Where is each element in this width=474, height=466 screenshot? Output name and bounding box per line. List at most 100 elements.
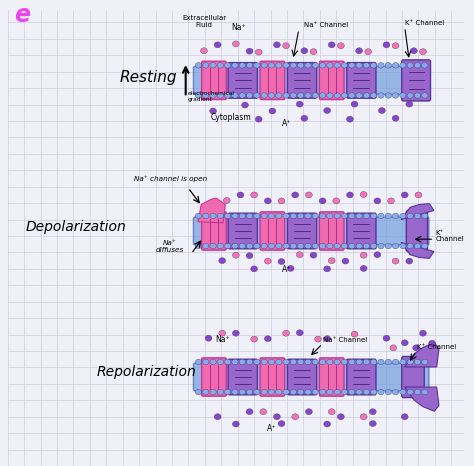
- Polygon shape: [198, 198, 225, 223]
- Ellipse shape: [378, 359, 384, 365]
- Ellipse shape: [413, 345, 419, 351]
- Ellipse shape: [278, 259, 285, 265]
- Ellipse shape: [217, 359, 224, 365]
- Ellipse shape: [363, 359, 370, 365]
- Ellipse shape: [251, 266, 257, 272]
- Ellipse shape: [246, 243, 253, 249]
- Ellipse shape: [415, 192, 422, 198]
- Ellipse shape: [246, 409, 253, 415]
- Ellipse shape: [214, 414, 221, 420]
- Ellipse shape: [385, 243, 392, 249]
- Ellipse shape: [324, 421, 330, 427]
- Text: K⁺ Channel: K⁺ Channel: [418, 344, 457, 350]
- Ellipse shape: [414, 62, 420, 68]
- Ellipse shape: [201, 48, 207, 54]
- Ellipse shape: [319, 62, 326, 68]
- Ellipse shape: [351, 101, 358, 107]
- Ellipse shape: [275, 93, 282, 98]
- Ellipse shape: [296, 101, 303, 107]
- Ellipse shape: [392, 115, 399, 121]
- FancyBboxPatch shape: [260, 212, 285, 250]
- Ellipse shape: [312, 359, 319, 365]
- Ellipse shape: [287, 266, 294, 271]
- Ellipse shape: [363, 93, 370, 98]
- Ellipse shape: [360, 266, 367, 271]
- Ellipse shape: [214, 42, 221, 48]
- Ellipse shape: [232, 252, 239, 258]
- Text: A⁺: A⁺: [282, 265, 291, 274]
- FancyBboxPatch shape: [402, 60, 430, 101]
- FancyBboxPatch shape: [260, 358, 285, 396]
- Ellipse shape: [292, 192, 299, 198]
- FancyBboxPatch shape: [201, 212, 226, 250]
- Ellipse shape: [232, 421, 239, 427]
- Ellipse shape: [202, 359, 209, 365]
- Ellipse shape: [392, 359, 399, 365]
- Ellipse shape: [239, 389, 246, 395]
- Ellipse shape: [310, 252, 317, 258]
- Ellipse shape: [296, 330, 303, 336]
- Ellipse shape: [273, 414, 280, 420]
- Ellipse shape: [356, 93, 362, 98]
- Ellipse shape: [298, 213, 304, 219]
- Ellipse shape: [301, 48, 308, 54]
- Ellipse shape: [283, 62, 289, 68]
- Ellipse shape: [319, 93, 326, 98]
- Ellipse shape: [327, 93, 333, 98]
- Ellipse shape: [334, 213, 340, 219]
- Ellipse shape: [239, 359, 246, 365]
- FancyBboxPatch shape: [347, 62, 376, 98]
- Ellipse shape: [260, 409, 267, 415]
- Ellipse shape: [385, 93, 392, 98]
- Ellipse shape: [337, 414, 344, 420]
- Ellipse shape: [401, 414, 408, 420]
- Ellipse shape: [275, 359, 282, 365]
- Text: e: e: [14, 2, 30, 27]
- Ellipse shape: [369, 409, 376, 415]
- Ellipse shape: [305, 213, 311, 219]
- Ellipse shape: [392, 213, 399, 219]
- Ellipse shape: [195, 93, 201, 98]
- Polygon shape: [405, 387, 439, 411]
- Ellipse shape: [324, 336, 330, 342]
- Ellipse shape: [374, 198, 381, 204]
- Ellipse shape: [292, 414, 299, 420]
- Text: K⁺ Channel: K⁺ Channel: [405, 20, 444, 26]
- FancyBboxPatch shape: [228, 62, 257, 98]
- Ellipse shape: [400, 359, 406, 365]
- Ellipse shape: [400, 389, 406, 395]
- Text: Extracellular
Fluid: Extracellular Fluid: [182, 15, 226, 27]
- Ellipse shape: [363, 389, 370, 395]
- Ellipse shape: [246, 93, 253, 98]
- Ellipse shape: [202, 213, 209, 219]
- Ellipse shape: [363, 213, 370, 219]
- Ellipse shape: [385, 62, 392, 68]
- Ellipse shape: [290, 243, 297, 249]
- Ellipse shape: [414, 213, 420, 219]
- Ellipse shape: [392, 93, 399, 98]
- Ellipse shape: [283, 213, 289, 219]
- Ellipse shape: [255, 116, 262, 122]
- Ellipse shape: [225, 93, 231, 98]
- Ellipse shape: [305, 409, 312, 415]
- Ellipse shape: [246, 48, 253, 54]
- Ellipse shape: [341, 62, 347, 68]
- Ellipse shape: [232, 359, 238, 365]
- Ellipse shape: [390, 345, 397, 351]
- Ellipse shape: [254, 389, 260, 395]
- Ellipse shape: [210, 389, 216, 395]
- Ellipse shape: [414, 93, 420, 98]
- Ellipse shape: [341, 213, 347, 219]
- Ellipse shape: [246, 359, 253, 365]
- Ellipse shape: [422, 389, 428, 395]
- Ellipse shape: [349, 93, 355, 98]
- Ellipse shape: [422, 62, 428, 68]
- Ellipse shape: [261, 62, 267, 68]
- FancyBboxPatch shape: [319, 61, 344, 100]
- Ellipse shape: [278, 198, 285, 204]
- Ellipse shape: [264, 198, 271, 204]
- Ellipse shape: [217, 93, 224, 98]
- Ellipse shape: [378, 62, 384, 68]
- Ellipse shape: [210, 243, 216, 249]
- Ellipse shape: [388, 198, 394, 204]
